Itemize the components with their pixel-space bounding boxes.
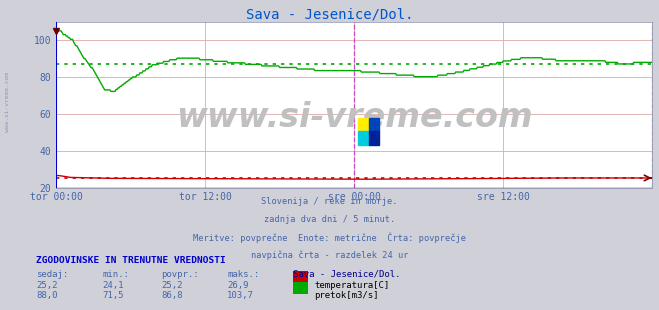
Text: zadnja dva dni / 5 minut.: zadnja dva dni / 5 minut. [264, 215, 395, 224]
Text: Sava - Jesenice/Dol.: Sava - Jesenice/Dol. [246, 8, 413, 22]
Text: Meritve: povprečne  Enote: metrične  Črta: povprečje: Meritve: povprečne Enote: metrične Črta:… [193, 233, 466, 243]
Text: sedaj:: sedaj: [36, 270, 69, 279]
Bar [358, 117, 368, 131]
Text: 24,1: 24,1 [102, 281, 124, 290]
Text: maks.:: maks.: [227, 270, 260, 279]
Text: ZGODOVINSKE IN TRENUTNE VREDNOSTI: ZGODOVINSKE IN TRENUTNE VREDNOSTI [36, 256, 226, 265]
Text: www.si-vreme.com: www.si-vreme.com [5, 72, 11, 132]
Text: 25,2: 25,2 [161, 281, 183, 290]
Text: min.:: min.: [102, 270, 129, 279]
Text: Slovenija / reke in morje.: Slovenija / reke in morje. [261, 197, 398, 206]
Text: 25,2: 25,2 [36, 281, 58, 290]
Text: Sava - Jesenice/Dol.: Sava - Jesenice/Dol. [293, 270, 401, 279]
Bar [368, 117, 379, 131]
Text: povpr.:: povpr.: [161, 270, 199, 279]
Text: temperatura[C]: temperatura[C] [314, 281, 389, 290]
Text: navpična črta - razdelek 24 ur: navpična črta - razdelek 24 ur [251, 251, 408, 260]
Bar [368, 131, 379, 145]
Text: www.si-vreme.com: www.si-vreme.com [176, 101, 532, 135]
Text: 103,7: 103,7 [227, 291, 254, 300]
Text: pretok[m3/s]: pretok[m3/s] [314, 291, 379, 300]
Text: 71,5: 71,5 [102, 291, 124, 300]
Text: 26,9: 26,9 [227, 281, 249, 290]
Text: 86,8: 86,8 [161, 291, 183, 300]
Bar [358, 131, 368, 145]
Text: 88,0: 88,0 [36, 291, 58, 300]
